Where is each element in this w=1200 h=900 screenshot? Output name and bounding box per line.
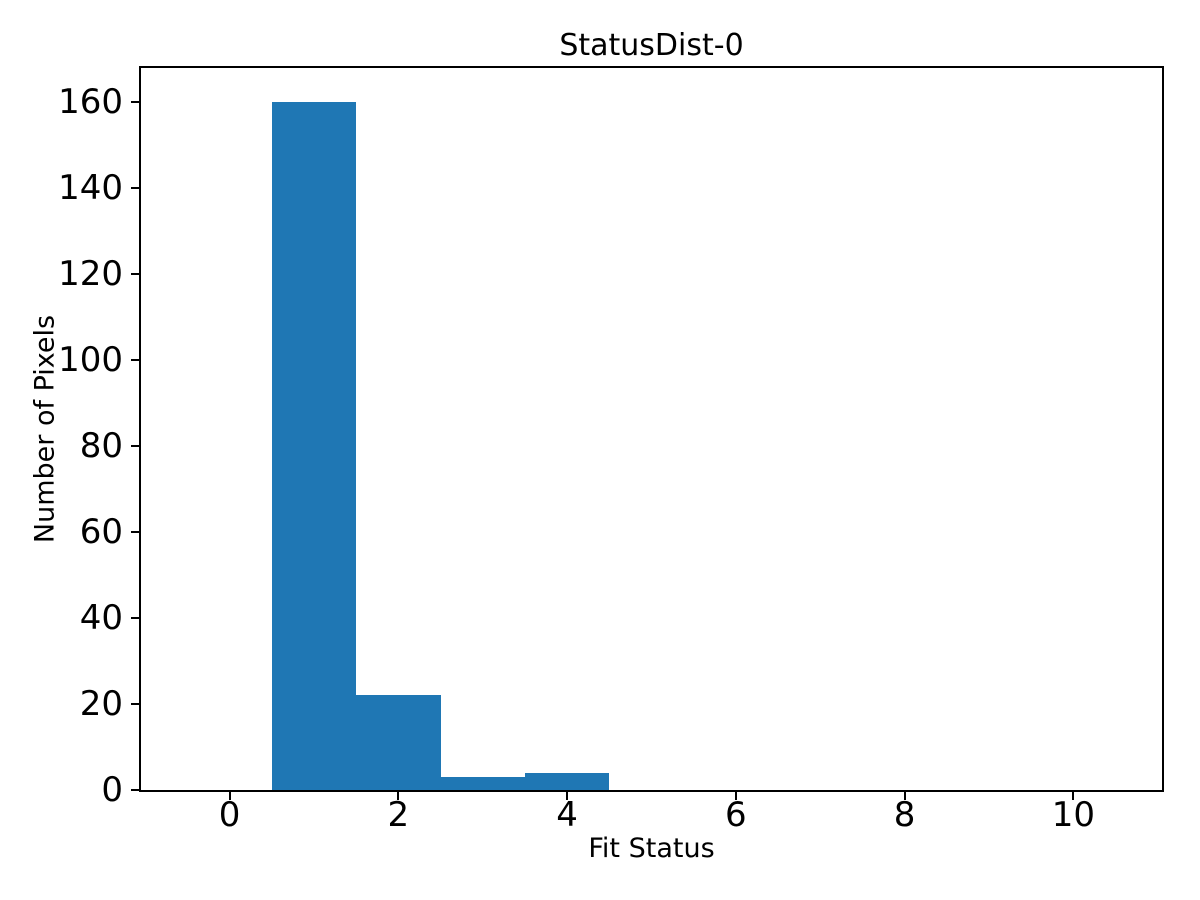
chart-title: StatusDist-0 bbox=[559, 28, 744, 63]
y-tick-mark bbox=[131, 531, 139, 534]
plot-area: 0 2 4 6 8 10 0 20 40 60 80 100 120 140 160 bbox=[58, 66, 1164, 832]
x-tick-mark bbox=[397, 792, 400, 800]
x-tick-mark bbox=[566, 792, 569, 800]
x-tick-mark bbox=[903, 792, 906, 800]
y-tick-label: 20 bbox=[79, 684, 123, 725]
y-tick-mark bbox=[131, 101, 139, 104]
x-tick-label: 0 bbox=[218, 795, 241, 835]
y-tick-mark bbox=[131, 617, 139, 620]
y-tick-mark bbox=[131, 445, 139, 448]
y-tick-label: 120 bbox=[58, 254, 123, 295]
y-tick-mark bbox=[131, 789, 139, 791]
x-axis-label: Fit Status bbox=[588, 833, 715, 864]
y-tick-mark bbox=[131, 187, 139, 190]
x-tick-label: 8 bbox=[893, 795, 916, 835]
y-tick-label: 40 bbox=[79, 598, 123, 639]
histogram-bar bbox=[271, 102, 357, 790]
y-axis-label: Number of Pixels bbox=[29, 314, 61, 544]
histogram-bar bbox=[440, 777, 525, 790]
x-tick-label: 10 bbox=[1051, 795, 1096, 835]
x-tick-label: 4 bbox=[556, 795, 578, 835]
histogram-bar bbox=[356, 695, 441, 790]
y-tick-mark bbox=[131, 703, 139, 706]
y-tick-mark bbox=[131, 359, 139, 362]
y-tick-label: 160 bbox=[58, 82, 123, 123]
y-tick-label: 0 bbox=[101, 770, 123, 810]
y-tick-label: 100 bbox=[58, 340, 123, 381]
x-tick-mark bbox=[228, 792, 231, 800]
x-tick-label: 6 bbox=[725, 795, 747, 835]
y-tick-label: 80 bbox=[79, 426, 123, 467]
y-tick-mark bbox=[131, 273, 139, 276]
y-tick-label: 60 bbox=[79, 512, 123, 553]
plot-canvas: 0 2 4 6 8 10 0 20 40 60 80 100 120 140 160 bbox=[58, 68, 1162, 832]
histogram-bar bbox=[524, 772, 610, 790]
y-tick-label: 140 bbox=[58, 168, 123, 209]
x-tick-mark bbox=[1072, 792, 1075, 800]
x-tick-mark bbox=[734, 792, 737, 800]
x-tick-label: 2 bbox=[387, 795, 410, 835]
